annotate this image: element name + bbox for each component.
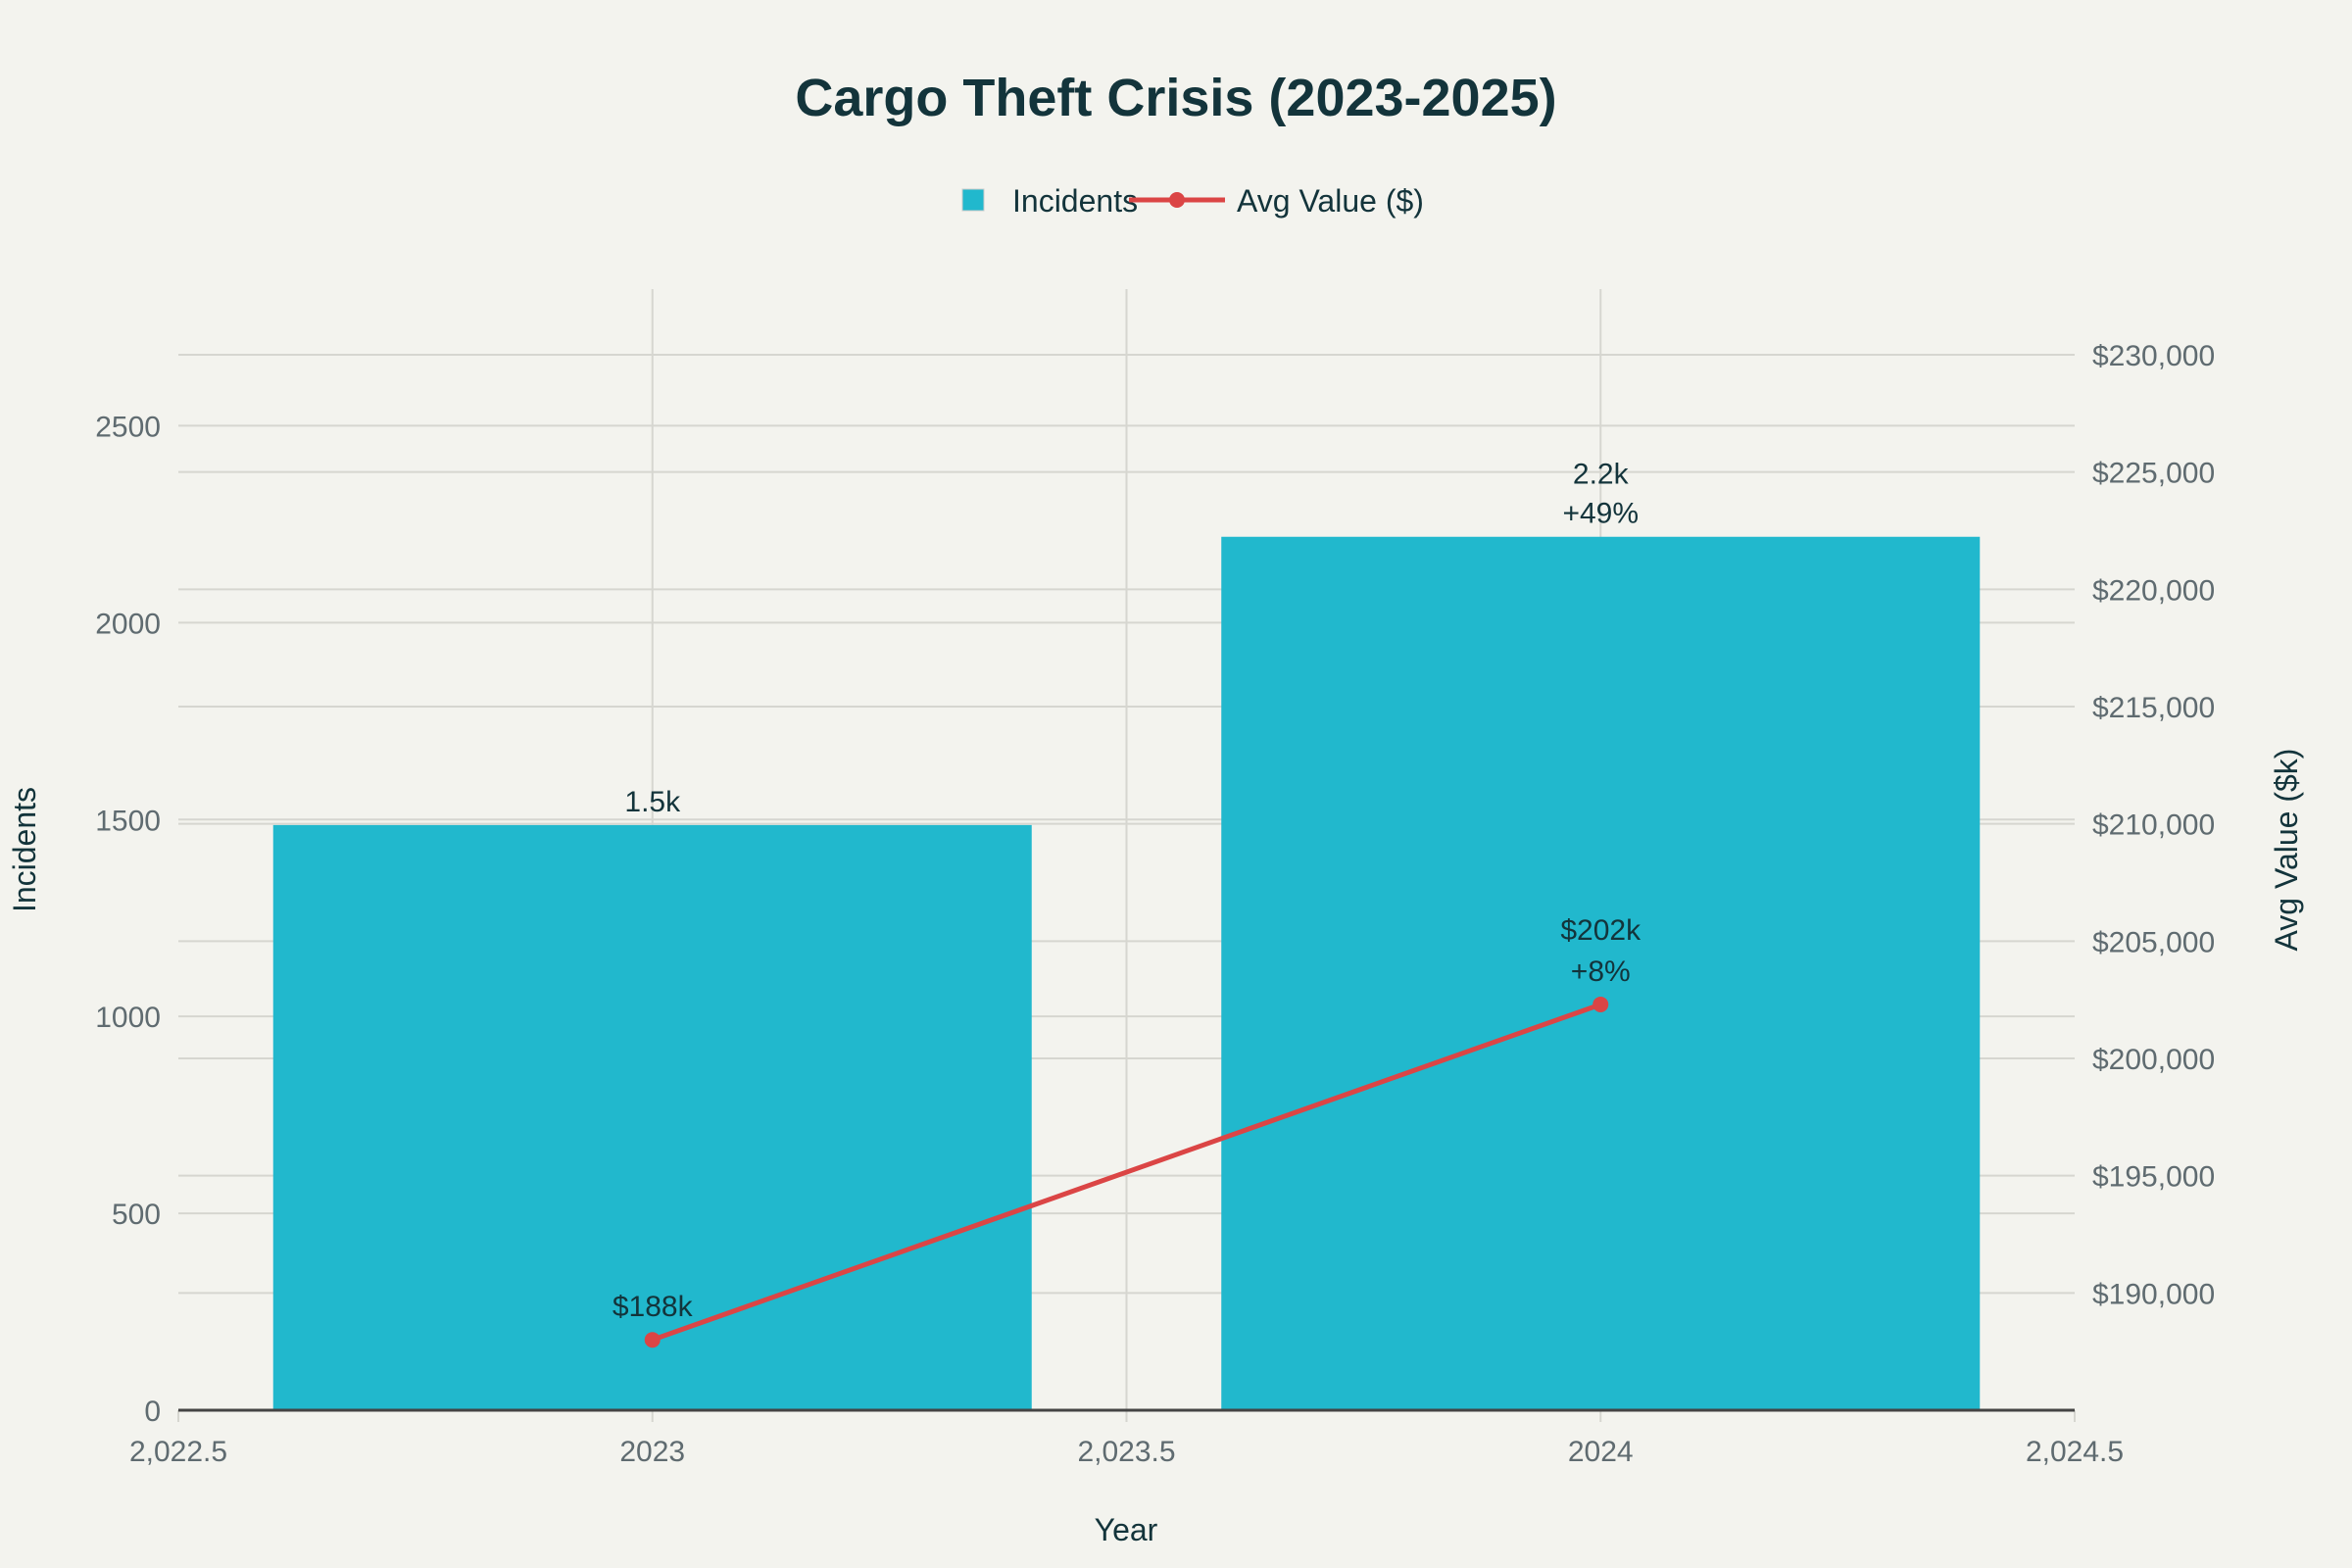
bar-label: 1.5k xyxy=(624,786,681,818)
y2-tick-label: $190,000 xyxy=(2092,1278,2215,1310)
y-tick-label: 1000 xyxy=(95,1002,161,1034)
bars: 1.5k 2.2k +49% xyxy=(272,459,1981,1410)
line-label: +8% xyxy=(1571,956,1631,988)
bar-2024 xyxy=(1221,536,1981,1410)
x-tick-label: 2,024.5 xyxy=(2026,1436,2124,1468)
y-tick-label: 500 xyxy=(112,1199,161,1231)
y-tick-label: 2000 xyxy=(95,608,161,640)
line-marker xyxy=(644,1332,661,1348)
bar-label: +49% xyxy=(1562,498,1639,530)
y-tick-label: 1500 xyxy=(95,805,161,837)
y2-tick-label: $205,000 xyxy=(2092,926,2215,958)
line-label: $188k xyxy=(612,1291,694,1323)
legend-label: Incidents xyxy=(1012,183,1138,219)
y2-axis-title: Avg Value ($k) xyxy=(2269,749,2304,952)
x-tick-label: 2023 xyxy=(619,1436,685,1468)
y2-tick-label: $230,000 xyxy=(2092,340,2215,372)
legend[interactable]: Incidents Avg Value ($) xyxy=(961,183,1424,219)
chart-title: Cargo Theft Crisis (2023-2025) xyxy=(795,69,1556,127)
line-series: $188k $202k +8% xyxy=(612,914,1642,1348)
x-axis-title: Year xyxy=(1095,1512,1158,1547)
legend-bar-swatch xyxy=(961,188,985,212)
legend-line-marker xyxy=(1169,192,1185,208)
avg-value-line xyxy=(651,1002,1602,1343)
y-axis-title: Incidents xyxy=(7,787,42,912)
y2-tick-label: $225,000 xyxy=(2092,458,2215,490)
y-tick-label: 2500 xyxy=(95,411,161,443)
line-label: $202k xyxy=(1560,914,1642,947)
y2-tick-label: $195,000 xyxy=(2092,1161,2215,1194)
y2-tick-label: $215,000 xyxy=(2092,692,2215,724)
bar-label: 2.2k xyxy=(1573,459,1630,491)
legend-label: Avg Value ($) xyxy=(1237,183,1424,219)
y2-tick-label: $200,000 xyxy=(2092,1044,2215,1076)
y2-tick-label: $210,000 xyxy=(2092,809,2215,842)
y-tick-label: 0 xyxy=(144,1396,161,1428)
bar-2023 xyxy=(272,824,1032,1410)
x-tick-label: 2024 xyxy=(1568,1436,1634,1468)
x-tick-label: 2,022.5 xyxy=(129,1436,227,1468)
y2-tick-label: $220,000 xyxy=(2092,574,2215,607)
x-tick-label: 2,023.5 xyxy=(1077,1436,1175,1468)
axes: 2,022.5 2023 2,023.5 2024 2,024.5 0 500 1000 150… xyxy=(95,340,2215,1468)
line-marker xyxy=(1592,996,1609,1012)
